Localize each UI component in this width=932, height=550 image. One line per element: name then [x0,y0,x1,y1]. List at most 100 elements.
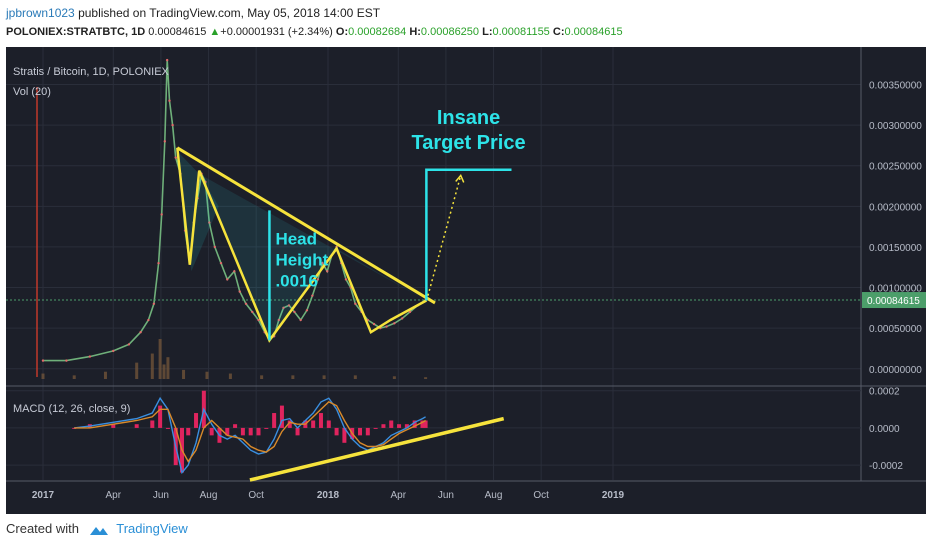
price-point [41,359,45,362]
price-point [326,270,329,273]
high-value: 0.00086250 [420,26,480,38]
tradingview-logo-icon [89,526,108,535]
close-label: C: [552,26,565,38]
macd-histogram-bar [358,427,363,436]
volume-bar [392,376,396,379]
price-point [277,318,281,322]
head-height-label: .0016 [275,271,318,290]
macd-histogram-bar [240,427,245,436]
price-tick-label: 0.00150000 [869,243,922,254]
high-label: H: [409,26,421,38]
time-tick-label: 2018 [317,490,340,501]
low-value: 0.00081155 [492,26,550,38]
pattern-shading-left [175,149,219,272]
projected-arrowhead [455,174,465,183]
macd-trendline [249,416,505,482]
price-point [168,99,171,102]
price-point [233,270,236,273]
price-point [244,302,248,305]
chart-svg[interactable]: 0.00084615 0.00350000 0.00300000 0.00250000… [6,47,926,514]
volume-bar [353,375,357,379]
time-tick-label: Aug [200,490,218,501]
time-tick-label: 2017 [32,490,55,501]
volume-bar [260,375,264,379]
macd-histogram-bar [420,420,425,428]
volume-legend[interactable]: Vol (20) [13,86,51,98]
price-tick-label: 0.00200000 [869,202,922,213]
price-point [393,322,396,325]
close-value: 0.00084615 [564,26,623,38]
macd-histogram-bar [287,420,292,428]
price-series-line [43,60,427,362]
head-height-label: Head [275,229,317,248]
price-point [299,318,302,322]
projected-path-dotted [427,175,462,296]
macd-histogram-bar [264,427,269,429]
neckline-trendline [176,146,436,305]
target-price-label: Target Price [411,132,525,154]
current-price-label: 0.00084615 [867,296,920,307]
time-tick-label: Jun [438,490,454,501]
up-arrow-icon: ▲ [209,26,221,38]
price-point [238,290,241,293]
price-point [293,310,296,314]
chart-area[interactable]: 0.00084615 0.00350000 0.00300000 0.00250000… [6,47,926,514]
price-point [147,318,150,322]
published-text: published on TradingView.com, May 05, 20… [78,6,381,20]
open-value: 0.00082684 [348,26,407,38]
macd-histogram-bar [295,427,300,436]
price-point [400,317,404,320]
target-projection-line [425,168,512,301]
price-point [372,322,376,326]
macd-histogram-bar [233,424,238,428]
price-point [311,294,314,297]
time-tick-label: Apr [105,490,121,501]
volume-bar [228,373,232,379]
volume-bar [182,369,186,379]
price-point [226,278,229,281]
macd-histogram-bar [389,420,394,428]
time-tick-label: 2019 [602,490,625,501]
author-link[interactable]: jpbrown1023 [6,6,75,20]
macd-histogram-bar [381,424,386,428]
price-tick-label: 0.00050000 [869,324,922,335]
price-point [305,309,309,312]
footer: Created with TradingView [6,521,188,537]
price-tick-label: 0.00300000 [869,121,922,132]
pattern-shading-head [199,173,427,342]
price-tick-label: 0.00100000 [869,284,922,295]
volume-bar [103,371,107,379]
price-point [165,58,169,62]
volume-bar [135,362,139,379]
volume-bar [291,375,295,379]
last-price: 0.00084615 [148,26,207,38]
tradingview-brand[interactable]: TradingView [116,521,188,536]
macd-histogram-bar [111,424,116,428]
price-point [316,278,320,281]
macd-histogram-bar [225,427,230,436]
volume-bar [322,375,326,379]
macd-histogram-bar [342,427,347,443]
time-tick-label: Jun [153,490,169,501]
macd-histogram-bar [194,413,199,428]
macd-histogram-bar [150,420,155,428]
volume-bar [162,364,166,379]
volume-bar [166,357,170,379]
macd-legend[interactable]: MACD (12, 26, close, 9) [13,403,131,415]
price-point [174,156,177,159]
price-point [354,302,357,305]
price-point [127,343,131,346]
macd-histogram-bar [423,420,428,428]
price-point [219,261,223,265]
time-tick-label: Oct [248,490,264,501]
price-point [257,318,260,322]
current-price-tag [862,292,926,309]
open-label: O: [335,26,349,38]
ohlc-header: POLONIEX:STRATBTC, 1D 0.00084615 ▲+0.000… [6,26,623,38]
price-point [65,359,68,362]
main-legend[interactable]: Stratis / Bitcoin, 1D, POLONIEX [13,66,169,78]
price-point [321,261,324,265]
macd-histogram-bar [311,420,316,428]
price-point [171,123,174,127]
price-point [385,325,388,328]
